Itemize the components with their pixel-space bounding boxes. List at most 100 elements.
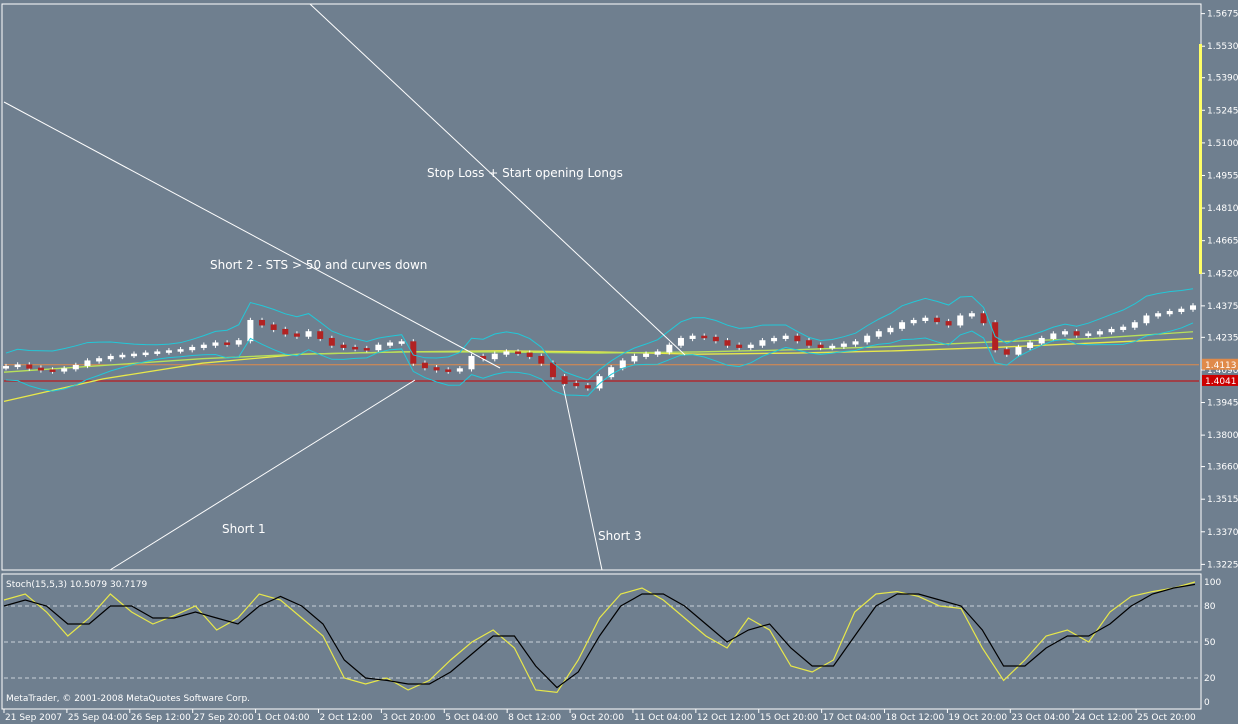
price-tick-label: 1.4520 [1207,269,1238,279]
stoch-levels: 100 80 50 20 0 [4,578,1221,708]
candle-body [1108,328,1115,333]
candle-body [305,331,312,337]
candle-body [363,348,370,351]
price-tick-label: 1.3660 [1207,463,1238,473]
candle-body [3,366,9,369]
time-tick-label: 27 Sep 20:00 [194,713,254,723]
candle-body [724,340,731,346]
candle-body [1131,322,1138,328]
time-tick-label: 21 Sep 2007 [5,713,62,723]
candle-body [759,340,766,346]
candle-body [631,355,638,362]
candle-body [1155,313,1162,317]
price-tick-label: 1.3370 [1207,528,1238,538]
candle-body [398,341,405,344]
price-tick-label: 1.3945 [1207,399,1238,409]
candle-body [503,351,510,355]
candle-body [619,360,626,369]
candle-body [584,385,591,389]
time-tick-label: 2 Oct 12:00 [319,713,372,723]
time-tick-label: 8 Oct 12:00 [508,713,561,723]
candle-body [200,344,207,348]
candle-body [352,346,359,350]
candle-body [293,333,300,337]
candle-body [375,344,382,351]
footer-credit: MetaTrader, © 2001-2008 MetaQuotes Softw… [6,694,250,704]
time-tick-label: 17 Oct 04:00 [823,713,882,723]
candle-body [515,351,522,354]
candle-body [14,364,21,368]
candle-body [1003,349,1010,355]
candle-body [107,355,114,360]
price-marker-label: 1.4041 [1205,377,1237,387]
candle-body [235,340,242,345]
candle-body [957,315,964,326]
candle-body [899,322,906,329]
time-tick-label: 1 Oct 04:00 [257,713,310,723]
candle-body [1178,308,1185,312]
candle-body [829,345,836,349]
time-axis: 21 Sep 2007 25 Sep 04:00 26 Sep 12:00 27 Se… [3,709,1196,723]
candle-body [340,344,347,348]
candle-body [643,353,650,357]
candle-body [1190,305,1196,310]
trend-line [109,379,416,571]
candle-body [980,313,987,324]
price-tick-label: 1.5245 [1207,106,1238,116]
candle-body [1166,310,1173,315]
price-tick-label: 1.4090 [1207,366,1238,376]
candle-body [433,367,440,371]
candle-body [1015,346,1022,355]
candle-body [491,353,498,360]
candle-body [1096,331,1103,335]
price-tick-label: 1.4955 [1207,171,1238,181]
price-tick-label: 1.5100 [1207,139,1238,149]
time-tick-label: 25 Sep 04:00 [68,713,128,723]
time-tick-label: 15 Oct 20:00 [760,713,819,723]
stoch-level-label: 80 [1204,602,1216,612]
candle-body [701,335,708,339]
stoch-level-label: 50 [1204,638,1216,648]
candle-body [875,331,882,337]
candle-body [968,313,975,317]
candle-body [1050,333,1057,339]
time-tick-label: 12 Oct 12:00 [697,713,756,723]
candle-body [282,328,289,335]
price-tick-label: 1.5530 [1207,42,1238,52]
candles [3,288,1196,397]
scroll-indicator[interactable] [1199,44,1202,274]
candle-body [26,364,33,369]
candle-body [72,364,79,370]
candle-body [387,342,394,346]
candle-body [712,336,719,342]
time-tick-label: 5 Oct 04:00 [445,713,498,723]
candle-body [165,350,172,353]
candle-body [945,321,952,326]
time-tick-label: 11 Oct 04:00 [634,713,693,723]
candle-body [224,342,231,345]
candle-body [119,354,126,358]
candle-body [736,344,743,348]
price-tick-label: 1.4665 [1207,237,1238,247]
upper-band [5,288,1194,381]
price-tick-label: 1.3225 [1207,560,1238,570]
candle-body [933,317,940,323]
candle-body [189,346,196,351]
candle-body [549,362,556,378]
trend-lines[interactable] [3,3,686,571]
candle-body [468,355,475,370]
annotation-label: Short 1 [222,522,266,536]
price-tick-label: 1.5675 [1207,10,1238,20]
candle-body [1085,333,1092,336]
candle-body [421,362,428,369]
annotation-label: Stop Loss + Start opening Longs [427,166,623,180]
candle-body [1038,337,1045,344]
candle-body [37,367,44,371]
time-tick-label: 3 Oct 20:00 [382,713,435,723]
candle-body [538,355,545,364]
candle-body [142,352,149,356]
candle-body [270,324,277,330]
candle-body [1073,331,1080,336]
